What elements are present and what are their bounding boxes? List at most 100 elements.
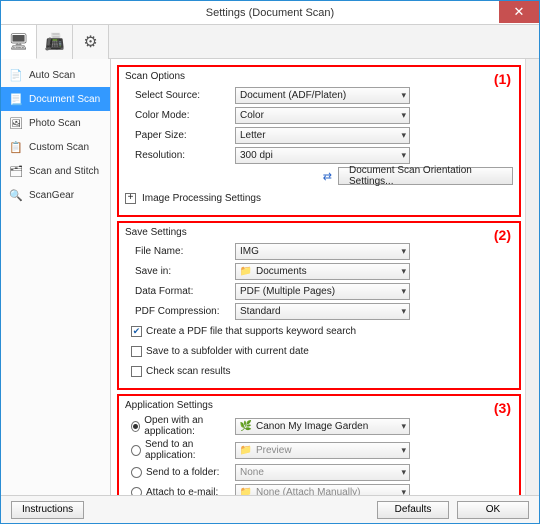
sidebar-item-scangear-label: ScanGear bbox=[29, 190, 74, 201]
app-radio-0-label: Open with an application: bbox=[144, 415, 235, 437]
folder-icon: 📁 bbox=[240, 265, 252, 277]
sidebar-item-custom-scan-icon: 📋 bbox=[9, 140, 23, 154]
app-radio-2[interactable] bbox=[131, 467, 142, 478]
ok-button[interactable]: OK bbox=[457, 501, 529, 519]
annotation-2: (2) bbox=[494, 227, 511, 243]
app-radio-1-value: Preview bbox=[256, 445, 292, 456]
sidebar-item-scangear-icon: 🔍 bbox=[9, 188, 23, 202]
refresh-icon[interactable]: ⇄ bbox=[323, 170, 332, 183]
section-scan-options: (1) Scan Options Select Source: Document… bbox=[117, 65, 521, 217]
paper-size-value: Letter bbox=[240, 130, 266, 141]
select-source-label: Select Source: bbox=[125, 90, 235, 101]
app-radio-0-icon: 🌿 bbox=[240, 420, 252, 432]
sliders-icon: ⚙ bbox=[83, 32, 97, 52]
app-radio-1[interactable] bbox=[131, 445, 141, 456]
image-processing-label: Image Processing Settings bbox=[142, 193, 261, 204]
sidebar-item-photo-scan[interactable]: 🖼 Photo Scan bbox=[1, 111, 110, 135]
file-name-value: IMG bbox=[240, 246, 259, 257]
sidebar-item-custom-scan[interactable]: 📋 Custom Scan bbox=[1, 135, 110, 159]
app-radio-0[interactable] bbox=[131, 421, 140, 432]
expand-image-processing[interactable]: + bbox=[125, 193, 136, 204]
pdf-keyword-checkbox[interactable] bbox=[131, 326, 142, 337]
sidebar-item-scangear[interactable]: 🔍 ScanGear bbox=[1, 183, 110, 207]
data-format-combo[interactable]: PDF (Multiple Pages) bbox=[235, 283, 410, 300]
resolution-label: Resolution: bbox=[125, 150, 235, 161]
app-radio-0-combo[interactable]: 🌿 Canon My Image Garden bbox=[235, 418, 410, 435]
titlebar: Settings (Document Scan) ✕ bbox=[1, 1, 539, 25]
app-radio-1-combo: 📁 Preview bbox=[235, 442, 410, 459]
color-mode-label: Color Mode: bbox=[125, 110, 235, 121]
select-source-combo[interactable]: Document (ADF/Platen) bbox=[235, 87, 410, 104]
section-application-settings: (3) Application Settings Open with an ap… bbox=[117, 394, 521, 495]
app-radio-0-value: Canon My Image Garden bbox=[256, 421, 368, 432]
color-mode-combo[interactable]: Color bbox=[235, 107, 410, 124]
save-in-value: Documents bbox=[256, 266, 307, 277]
window-title: Settings (Document Scan) bbox=[206, 7, 334, 19]
instructions-button[interactable]: Instructions bbox=[11, 501, 84, 519]
pdf-keyword-label: Create a PDF file that supports keyword … bbox=[146, 326, 356, 337]
data-format-value: PDF (Multiple Pages) bbox=[240, 286, 335, 297]
scan-from-panel-tab[interactable]: 📠 bbox=[37, 25, 73, 59]
sidebar-item-document-scan[interactable]: 📃 Document Scan bbox=[1, 87, 110, 111]
paper-size-combo[interactable]: Letter bbox=[235, 127, 410, 144]
app-radio-2-label: Send to a folder: bbox=[146, 467, 219, 478]
app-radio-1-icon: 📁 bbox=[240, 444, 252, 456]
close-button[interactable]: ✕ bbox=[499, 1, 539, 23]
app-radio-2-value: None bbox=[240, 467, 264, 478]
app-radio-3-label: Attach to e-mail: bbox=[146, 487, 218, 496]
subfolder-label: Save to a subfolder with current date bbox=[146, 346, 309, 357]
sidebar-item-auto-scan-icon: 📄 bbox=[9, 68, 23, 82]
save-settings-title: Save Settings bbox=[125, 227, 513, 238]
scrollbar[interactable] bbox=[525, 59, 539, 495]
app-radio-3-icon: 📁 bbox=[240, 486, 252, 495]
annotation-1: (1) bbox=[494, 71, 511, 87]
subfolder-checkbox[interactable] bbox=[131, 346, 142, 357]
orientation-settings-label: Document Scan Orientation Settings... bbox=[349, 165, 502, 187]
check-results-label: Check scan results bbox=[146, 366, 230, 377]
general-settings-tab[interactable]: ⚙ bbox=[73, 25, 109, 59]
resolution-combo[interactable]: 300 dpi bbox=[235, 147, 410, 164]
settings-window: Settings (Document Scan) ✕ 🖥 📠 ⚙ 📄 Auto S… bbox=[0, 0, 540, 524]
color-mode-value: Color bbox=[240, 110, 264, 121]
scan-from-computer-tab[interactable]: 🖥 bbox=[1, 25, 37, 59]
data-format-label: Data Format: bbox=[125, 286, 235, 297]
check-results-checkbox[interactable] bbox=[131, 366, 142, 377]
sidebar-item-auto-scan[interactable]: 📄 Auto Scan bbox=[1, 63, 110, 87]
defaults-label: Defaults bbox=[395, 504, 432, 515]
ok-label: OK bbox=[486, 504, 500, 515]
app-radio-3-combo: 📁None (Attach Manually) bbox=[235, 484, 410, 496]
app-radio-2-combo: None bbox=[235, 464, 410, 481]
top-tab-strip: 🖥 📠 ⚙ bbox=[1, 25, 539, 59]
main-panel: (1) Scan Options Select Source: Document… bbox=[111, 59, 539, 495]
sidebar-item-auto-scan-label: Auto Scan bbox=[29, 70, 75, 81]
sidebar-item-scan-stitch[interactable]: 🗂Scan and Stitch bbox=[1, 159, 110, 183]
app-settings-title: Application Settings bbox=[125, 400, 513, 411]
file-name-label: File Name: bbox=[125, 246, 235, 257]
defaults-button[interactable]: Defaults bbox=[377, 501, 449, 519]
select-source-value: Document (ADF/Platen) bbox=[240, 90, 346, 101]
sidebar-item-photo-scan-label: Photo Scan bbox=[29, 118, 81, 129]
body: 📄 Auto Scan 📃 Document Scan 🖼 Photo Scan 📋 Cust… bbox=[1, 59, 539, 495]
sidebar-item-document-scan-icon: 📃 bbox=[9, 92, 23, 106]
pdf-compression-value: Standard bbox=[240, 306, 281, 317]
orientation-settings-button[interactable]: Document Scan Orientation Settings... bbox=[338, 167, 513, 185]
section-save-settings: (2) Save Settings File Name: IMG Save in… bbox=[117, 221, 521, 390]
instructions-label: Instructions bbox=[22, 504, 73, 515]
file-name-combo[interactable]: IMG bbox=[235, 243, 410, 260]
scanner-icon: 📠 bbox=[45, 32, 65, 52]
pdf-compression-combo[interactable]: Standard bbox=[235, 303, 410, 320]
monitor-icon: 🖥 bbox=[8, 32, 28, 52]
paper-size-label: Paper Size: bbox=[125, 130, 235, 141]
footer: Instructions Defaults OK bbox=[1, 495, 539, 523]
app-radio-3[interactable] bbox=[131, 487, 142, 496]
scan-options-title: Scan Options bbox=[125, 71, 513, 82]
save-in-combo[interactable]: 📁 Documents bbox=[235, 263, 410, 280]
content-area: 🖥 📠 ⚙ 📄 Auto Scan 📃 Document Scan 🖼 Photo Sca… bbox=[1, 25, 539, 495]
sidebar-item-photo-scan-icon: 🖼 bbox=[9, 116, 23, 130]
sidebar: 📄 Auto Scan 📃 Document Scan 🖼 Photo Scan 📋 Cust… bbox=[1, 59, 111, 495]
resolution-value: 300 dpi bbox=[240, 150, 273, 161]
sidebar-item-document-scan-label: Document Scan bbox=[29, 94, 100, 105]
sidebar-item-scan-stitch-icon: 🗂 bbox=[9, 164, 23, 178]
app-radio-1-label: Send to an application: bbox=[145, 439, 235, 461]
sidebar-item-custom-scan-label: Custom Scan bbox=[29, 142, 89, 153]
